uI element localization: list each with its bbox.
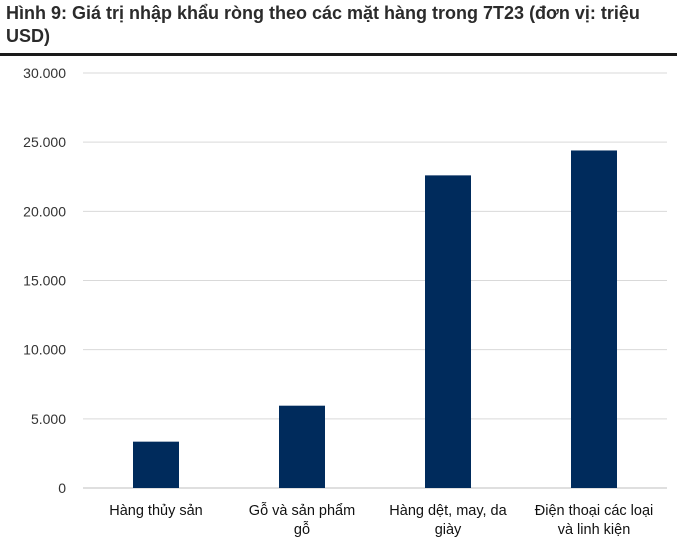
x-category-label: Gỗ và sản phẩm gỗ [249,502,355,538]
y-tick-label: 20.000 [23,203,66,219]
y-tick-label: 30.000 [23,65,66,81]
bar [425,175,471,488]
y-tick-label: 25.000 [23,134,66,150]
y-tick-label: 0 [58,480,66,496]
bars [133,150,617,488]
y-axis-ticks: 0 5.000 10.000 15.000 20.000 25.000 30.000 [23,65,66,496]
y-tick-label: 10.000 [23,342,66,358]
bar [133,441,179,488]
bar [279,405,325,488]
x-category-label: Hàng thủy sản [109,503,203,519]
x-category-label: Hàng dệt, may, da giày [389,503,507,538]
x-category-label: Điện thoại các loại và linh kiện [535,503,654,538]
bar [571,150,617,488]
title-divider [0,53,677,56]
x-axis-categories: Hàng thủy sản Gỗ và sản phẩm gỗ Hàng dệt, m… [109,502,653,538]
y-tick-label: 15.000 [23,273,66,289]
gridlines [83,72,667,420]
y-tick-label: 5.000 [31,411,66,427]
chart-title: Hình 9: Giá trị nhập khẩu ròng theo các … [6,3,640,46]
